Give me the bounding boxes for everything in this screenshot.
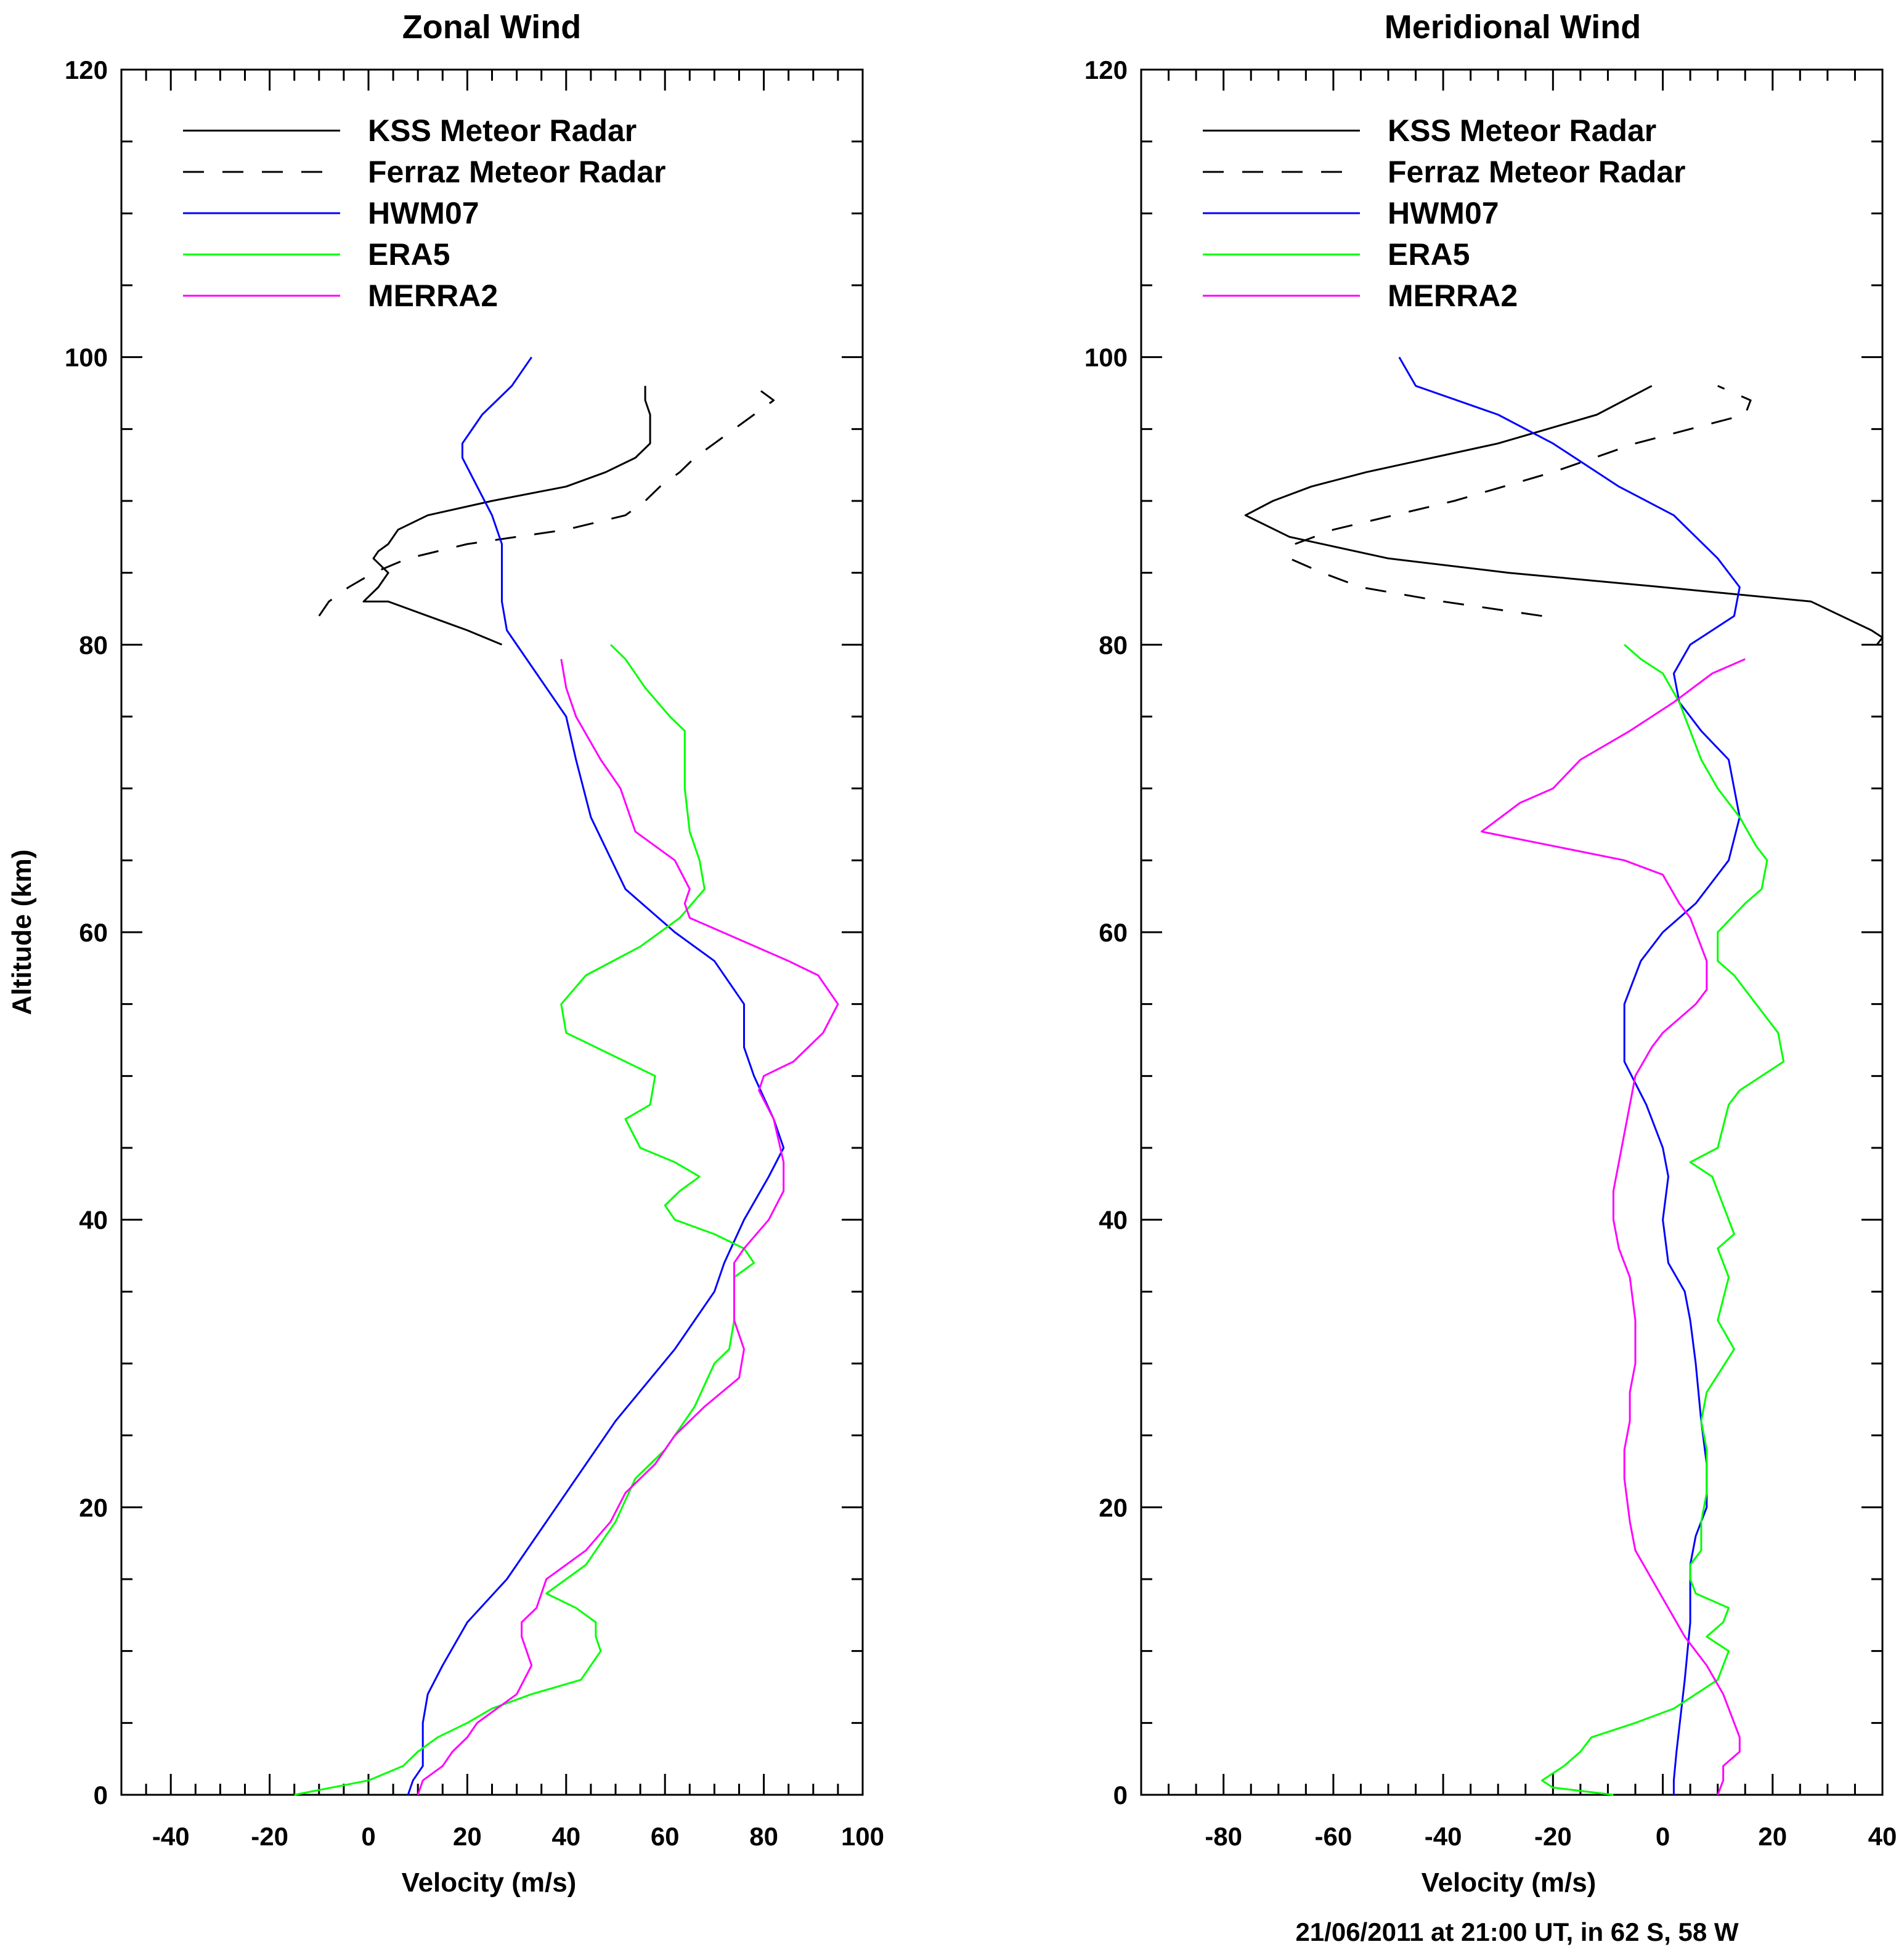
- zonal-x-tick-label: 60: [651, 1822, 680, 1851]
- meridional-x-tick-label: 0: [1656, 1822, 1670, 1851]
- zonal-series-lines: [294, 356, 839, 1796]
- date-location-caption: 21/06/2011 at 21:00 UT, in 62 S, 58 W: [1295, 1917, 1738, 1946]
- zonal-y-tick-label: 120: [65, 55, 108, 84]
- zonal-chart-title: Zonal Wind: [402, 9, 581, 46]
- zonal-y-tick-label: 40: [79, 1206, 108, 1235]
- meridional-y-tick-label: 80: [1099, 630, 1128, 659]
- zonal-x-tick-label: -20: [251, 1822, 288, 1851]
- zonal-line-era5: [294, 644, 755, 1796]
- meridional-line-hwm07: [1398, 356, 1741, 1795]
- meridional-legend: KSS Meteor Radar Ferraz Meteor Radar HWM07…: [1203, 113, 1686, 313]
- zonal-tick-marks: [120, 68, 864, 1796]
- zonal-legend-label-merra2: MERRA2: [368, 278, 498, 313]
- meridional-series-lines: [1244, 356, 1884, 1796]
- meridional-plot-frame: [1140, 68, 1884, 1796]
- zonal-x-tick-label: 100: [841, 1822, 884, 1851]
- zonal-x-tick-label: 0: [361, 1822, 375, 1851]
- zonal-line-ferraz-meteor-radar: [318, 385, 775, 617]
- zonal-y-tick-label: 60: [79, 918, 108, 947]
- zonal-x-tick-label: 20: [453, 1822, 482, 1851]
- zonal-wind-panel: Zonal Wind -40 -20 0 20 40 60 80 100 0 20 40 60 80 100…: [7, 9, 884, 1898]
- zonal-y-tick-label: 100: [65, 343, 108, 372]
- meridional-y-tick-label: 120: [1084, 55, 1128, 84]
- meridional-legend-label-era5: ERA5: [1388, 237, 1470, 272]
- zonal-line-kss-meteor-radar: [362, 386, 651, 646]
- zonal-legend-label-kss-meteor-radar: KSS Meteor Radar: [368, 113, 637, 148]
- meridional-y-tick-label: 20: [1099, 1493, 1128, 1522]
- zonal-plot-frame: [120, 68, 864, 1796]
- zonal-line-merra2: [417, 659, 839, 1795]
- zonal-y-tick-label: 20: [79, 1493, 108, 1522]
- zonal-legend-label-ferraz-meteor-radar: Ferraz Meteor Radar: [368, 155, 666, 189]
- meridional-x-tick-label: 40: [1868, 1822, 1897, 1851]
- meridional-legend-label-kss-meteor-radar: KSS Meteor Radar: [1388, 113, 1656, 148]
- zonal-y-axis-label: Altitude (km): [7, 850, 37, 1015]
- meridional-chart-title: Meridional Wind: [1385, 9, 1642, 46]
- meridional-x-tick-label: 20: [1758, 1822, 1787, 1851]
- meridional-y-tick-label: 0: [1113, 1781, 1128, 1810]
- meridional-x-axis-label: Velocity (m/s): [1422, 1868, 1597, 1898]
- meridional-x-tick-label: -40: [1425, 1822, 1462, 1851]
- meridional-legend-label-ferraz-meteor-radar: Ferraz Meteor Radar: [1388, 155, 1686, 189]
- meridional-y-tick-label: 60: [1099, 918, 1128, 947]
- zonal-y-tick-label: 80: [79, 630, 108, 659]
- meridional-legend-label-merra2: MERRA2: [1388, 278, 1518, 313]
- meridional-legend-label-hwm07: HWM07: [1388, 196, 1499, 230]
- zonal-legend-label-era5: ERA5: [368, 237, 450, 272]
- zonal-x-tick-label: 80: [749, 1822, 778, 1851]
- meridional-line-era5: [1541, 644, 1785, 1796]
- meridional-y-tick-label: 40: [1099, 1206, 1128, 1235]
- meridional-x-tick-label: -60: [1315, 1822, 1353, 1851]
- meridional-line-ferraz-meteor-radar: [1288, 384, 1752, 617]
- zonal-legend: KSS Meteor Radar Ferraz Meteor Radar HWM07…: [183, 113, 666, 313]
- meridional-line-kss-meteor-radar: [1244, 384, 1884, 646]
- zonal-x-axis-label: Velocity (m/s): [402, 1868, 577, 1898]
- meridional-x-tick-label: -20: [1534, 1822, 1572, 1851]
- meridional-x-tick-label: -80: [1205, 1822, 1242, 1851]
- meridional-line-merra2: [1481, 658, 1746, 1795]
- zonal-legend-label-hwm07: HWM07: [368, 196, 479, 230]
- zonal-x-tick-label: -40: [152, 1822, 190, 1851]
- meridional-y-tick-label: 100: [1084, 343, 1128, 372]
- zonal-line-hwm07: [407, 356, 785, 1795]
- zonal-x-tick-label: 40: [551, 1822, 580, 1851]
- zonal-y-tick-label: 0: [94, 1781, 108, 1810]
- meridional-tick-marks: [1140, 68, 1884, 1796]
- meridional-wind-panel: Meridional Wind -80 -60 -40 -20 0 20 40 0 20 40 60 8…: [1084, 9, 1897, 1898]
